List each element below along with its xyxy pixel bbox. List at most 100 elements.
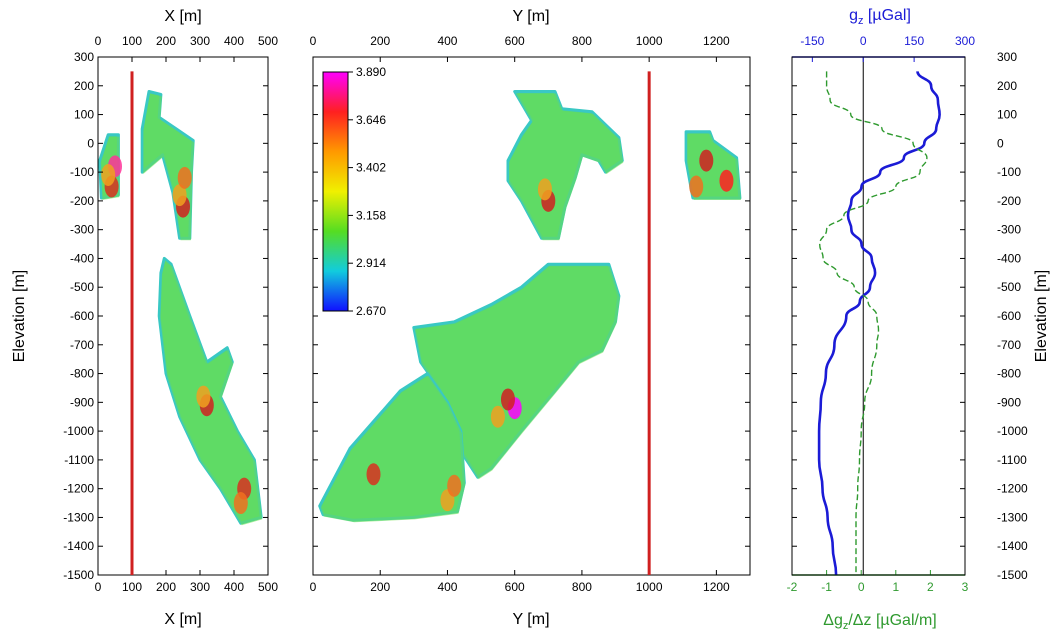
y-tick-label: 200 <box>74 79 94 93</box>
y-tick-label-right: 200 <box>997 79 1017 93</box>
density-body-core <box>143 93 195 241</box>
x-tick-label-bottom: 100 <box>122 580 142 594</box>
x-tick-label-bottom: 600 <box>505 580 525 594</box>
ticks-gravity: -150 0 150 300-2 -1 0 1 2 33002001000-100-200-30… <box>787 34 1028 594</box>
x-tick-label-top: 600 <box>505 34 525 48</box>
density-anomaly <box>537 178 552 201</box>
gradient-axis-label: Δgz/Δz [µGal/m] <box>823 612 936 631</box>
y-tick-label-right: -500 <box>997 280 1021 294</box>
y-tick-label: -800 <box>70 367 94 381</box>
colorbar-gradient <box>322 71 349 312</box>
y-tick-label: -1200 <box>63 482 94 496</box>
y-tick-label: -500 <box>70 280 94 294</box>
x-tick-label-top: 200 <box>156 34 176 48</box>
y-tick-label-right: -900 <box>997 395 1021 409</box>
colorbar-tick-label: 3.646 <box>356 113 386 127</box>
x-tick-label-top: 800 <box>572 34 592 48</box>
plot-frame-x <box>97 56 269 576</box>
y-tick-label-right: -600 <box>997 309 1021 323</box>
y-tick-label: -400 <box>70 251 94 265</box>
gradient-tick-label: -2 <box>787 580 798 594</box>
gz-axis-label: gz [µGal] <box>849 7 911 27</box>
density-body-core <box>414 266 620 480</box>
gradient-tick-label: 1 <box>892 580 899 594</box>
x-tick-label-top: 0 <box>95 34 102 48</box>
colorbar-tick-label: 3.890 <box>356 65 386 79</box>
density-anomaly <box>447 474 462 497</box>
x-tick-label-bottom: 300 <box>190 580 210 594</box>
density-anomaly <box>177 166 192 189</box>
y-tick-label-right: -1100 <box>997 453 1027 467</box>
y-tick-label: 300 <box>74 50 94 64</box>
gradient-tick-label: 2 <box>927 580 934 594</box>
density-anomaly <box>101 163 116 186</box>
colorbar-tick-label: 3.158 <box>356 208 386 222</box>
gz-tick-label: 0 <box>860 34 867 48</box>
gz-curve <box>817 71 941 576</box>
x-tick-label-bottom: 800 <box>572 580 592 594</box>
x-tick-label-top: 400 <box>437 34 457 48</box>
y-tick-label: -1500 <box>63 568 94 582</box>
y-tick-label: -200 <box>70 194 94 208</box>
x-tick-label-top: 1200 <box>703 34 730 48</box>
gradient-tick-label: -1 <box>821 580 832 594</box>
y-tick-label-right: -400 <box>997 251 1021 265</box>
y-tick-label: 100 <box>74 108 94 122</box>
x-tick-label-bottom: 200 <box>156 580 176 594</box>
colorbar-tick-label: 2.914 <box>356 256 386 270</box>
density-anomaly <box>719 169 734 192</box>
y-bottom-label: Y [m] <box>512 611 549 628</box>
gz-tick-label: 150 <box>904 34 924 48</box>
gz-tick-label: -150 <box>800 34 824 48</box>
gravity-lines <box>817 71 941 576</box>
x-tick-label-top: 300 <box>190 34 210 48</box>
y-tick-label: -1400 <box>63 539 94 553</box>
x-top-label: X [m] <box>164 8 201 25</box>
y-tick-label-right: -1200 <box>997 482 1028 496</box>
y-tick-label: -700 <box>70 338 94 352</box>
x-tick-label-top: 500 <box>258 34 278 48</box>
panel-gravity: -150 0 150 300-2 -1 0 1 2 33002001000-100-200-30… <box>787 7 1050 631</box>
y-tick-label: -600 <box>70 309 94 323</box>
density-anomaly <box>366 463 381 486</box>
elevation-right-label: Elevation [m] <box>1033 270 1050 362</box>
x-tick-label-bottom: 0 <box>95 580 102 594</box>
gradient-curve <box>818 71 928 575</box>
y-tick-label-right: -1400 <box>997 539 1028 553</box>
y-tick-label-right: -1000 <box>997 424 1028 438</box>
x-tick-label-bottom: 200 <box>370 580 390 594</box>
y-tick-label: -100 <box>70 165 94 179</box>
density-bodies-x <box>98 90 263 526</box>
density-bodies-y <box>318 90 742 523</box>
y-tick-label: -1100 <box>64 453 94 467</box>
colorbar-tick-label: 2.670 <box>356 304 386 318</box>
plot-frame-y <box>312 56 751 576</box>
y-tick-label: -1000 <box>63 424 94 438</box>
y-tick-label: -1300 <box>63 510 94 524</box>
x-tick-label-top: 400 <box>224 34 244 48</box>
x-tick-label-top: 200 <box>370 34 390 48</box>
y-tick-label-right: -300 <box>997 223 1021 237</box>
y-tick-label-right: 0 <box>997 136 1004 150</box>
y-tick-label-right: -700 <box>997 338 1021 352</box>
gz-tick-label: 300 <box>955 34 975 48</box>
y-tick-label-right: -1300 <box>997 510 1028 524</box>
y-axis-label: Elevation [m] <box>11 270 28 362</box>
y-top-label: Y [m] <box>512 8 549 25</box>
x-tick-label-top: 0 <box>310 34 317 48</box>
y-tick-label-right: 300 <box>997 50 1017 64</box>
x-tick-label-bottom: 1000 <box>636 580 663 594</box>
density-anomaly <box>689 175 704 198</box>
y-tick-label: -300 <box>70 223 94 237</box>
density-anomaly <box>699 149 714 172</box>
x-tick-label-bottom: 1200 <box>703 580 730 594</box>
y-tick-label-right: 100 <box>997 108 1017 122</box>
density-anomaly <box>196 385 211 408</box>
density-body-core <box>320 375 466 523</box>
density-anomaly <box>172 184 187 207</box>
y-tick-label: -900 <box>70 395 94 409</box>
x-tick-label-top: 100 <box>122 34 142 48</box>
panel-x-section: 0 0 100 100 200 200 300 300 400 400 500 500 300 200 10… <box>11 8 278 628</box>
plot-frame-gravity <box>791 56 966 576</box>
